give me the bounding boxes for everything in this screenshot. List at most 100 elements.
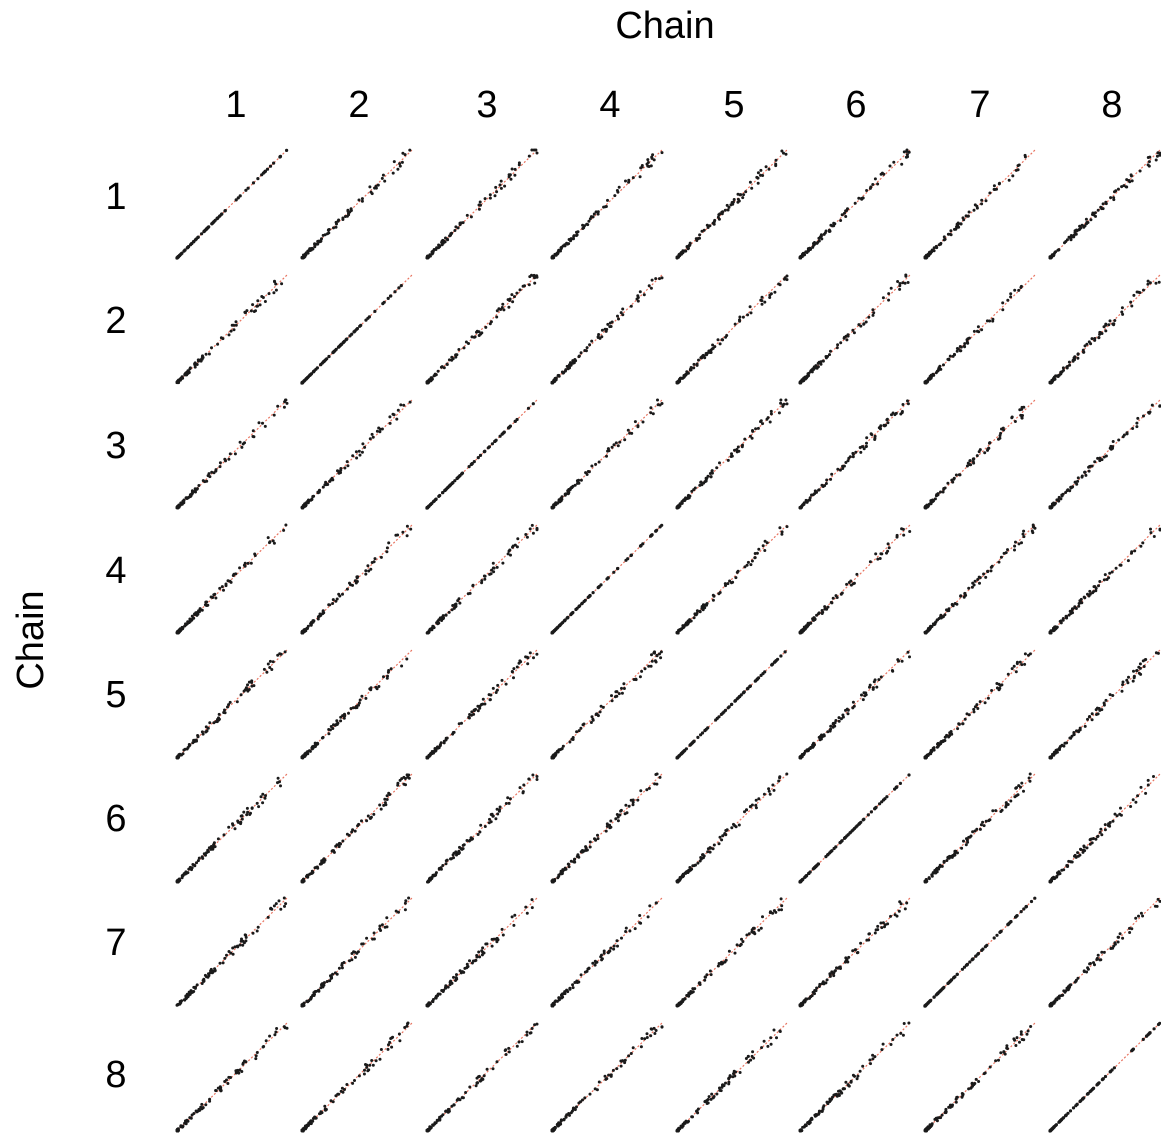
data-point <box>282 528 286 532</box>
data-point <box>342 716 346 720</box>
data-point <box>767 167 771 171</box>
data-point <box>606 322 610 326</box>
data-point <box>550 1004 554 1008</box>
data-point <box>575 233 579 237</box>
data-point <box>196 235 200 240</box>
data-point <box>617 317 620 321</box>
data-point <box>994 809 998 813</box>
data-point <box>552 1002 556 1006</box>
data-point <box>476 833 480 836</box>
data-point <box>1013 548 1016 552</box>
data-point <box>753 556 757 560</box>
data-point <box>1125 432 1129 436</box>
data-point <box>327 228 331 232</box>
data-point <box>763 300 767 304</box>
data-point <box>338 594 342 598</box>
data-point <box>769 409 773 413</box>
data-point <box>333 971 337 975</box>
data-point <box>265 167 270 171</box>
data-point <box>337 845 341 849</box>
data-point <box>709 973 713 977</box>
data-point <box>355 580 359 583</box>
data-point <box>596 336 600 339</box>
data-point <box>942 238 946 242</box>
data-point <box>645 162 649 166</box>
data-point <box>491 686 495 690</box>
data-point <box>257 421 261 425</box>
data-point <box>829 349 832 353</box>
data-point <box>871 686 875 690</box>
data-point <box>1055 875 1059 879</box>
data-point <box>447 610 451 614</box>
data-point <box>752 930 756 934</box>
data-point <box>780 149 784 153</box>
data-point <box>952 476 956 480</box>
data-point <box>734 825 738 829</box>
scatter-panel <box>798 524 912 635</box>
data-point <box>829 727 833 731</box>
data-point <box>741 691 746 695</box>
data-point <box>1013 288 1017 292</box>
scatter-panel <box>300 399 413 510</box>
data-point <box>534 148 538 152</box>
data-point <box>331 598 335 602</box>
data-point <box>706 847 710 851</box>
data-point <box>1013 420 1017 423</box>
data-point <box>1098 456 1102 460</box>
data-point <box>767 787 771 791</box>
data-point <box>528 651 532 655</box>
data-point <box>246 683 249 687</box>
data-point <box>588 594 592 598</box>
data-point <box>576 980 580 984</box>
data-point <box>353 829 357 833</box>
data-point <box>753 679 757 683</box>
data-point <box>676 1003 680 1007</box>
data-point <box>636 294 640 298</box>
data-point <box>402 403 406 407</box>
data-point <box>188 367 192 371</box>
data-point <box>531 402 535 406</box>
data-point <box>828 229 832 233</box>
data-point <box>1062 868 1066 872</box>
data-point <box>636 424 640 428</box>
scatter-panel <box>550 649 663 760</box>
data-point <box>527 154 531 158</box>
data-point <box>300 880 304 884</box>
data-point <box>602 951 606 955</box>
data-point <box>1144 658 1148 661</box>
data-point <box>1054 749 1058 752</box>
data-point <box>455 973 458 977</box>
data-point <box>231 952 235 956</box>
data-point <box>1082 350 1085 354</box>
data-point <box>1059 621 1063 625</box>
data-point <box>654 660 658 664</box>
data-point <box>1142 288 1145 292</box>
column-label: 2 <box>348 84 369 126</box>
data-point <box>1147 160 1151 164</box>
data-point <box>1093 211 1097 215</box>
data-point <box>530 898 534 902</box>
data-point <box>521 284 525 288</box>
data-point <box>908 655 911 659</box>
data-point <box>954 849 958 853</box>
data-point <box>195 983 199 987</box>
data-point <box>506 796 510 800</box>
data-point <box>741 940 745 944</box>
data-point <box>929 502 933 506</box>
data-point <box>641 420 645 424</box>
data-point <box>965 712 969 716</box>
data-point <box>698 609 702 613</box>
data-point <box>443 488 447 492</box>
data-point <box>342 339 346 343</box>
data-point <box>688 866 692 869</box>
data-point <box>1154 281 1158 285</box>
data-point <box>428 379 432 383</box>
reference-line <box>551 773 663 883</box>
data-point <box>527 283 531 287</box>
data-point <box>621 307 625 311</box>
data-point <box>588 845 592 849</box>
data-point <box>478 704 482 708</box>
data-point <box>1155 154 1159 158</box>
data-point <box>966 341 970 345</box>
